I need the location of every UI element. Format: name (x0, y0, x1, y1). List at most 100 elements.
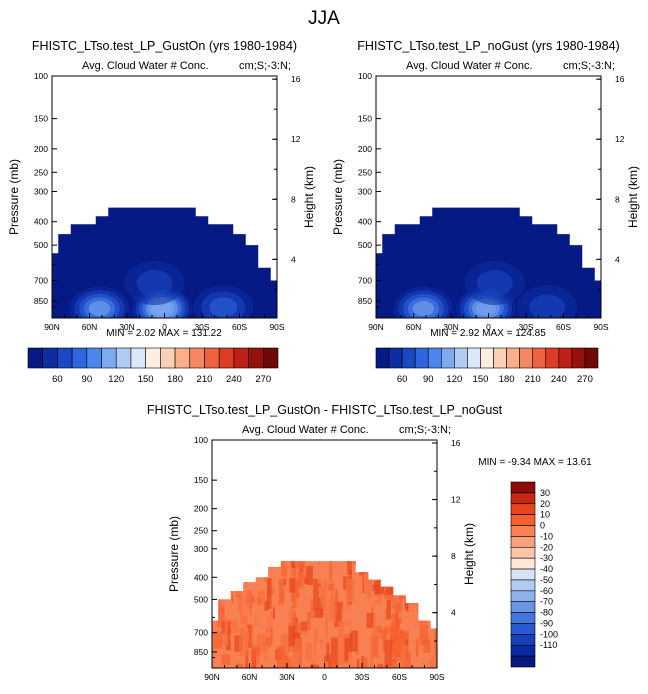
data-cell (264, 566, 268, 575)
data-cell (252, 561, 257, 579)
colorbar-label: 60 (52, 374, 63, 385)
data-cell (326, 531, 334, 552)
data-cell (292, 579, 299, 609)
data-cell (401, 524, 406, 544)
colorbar-swatch (510, 514, 536, 526)
colorbar-swatch (506, 347, 520, 369)
data-cell (324, 613, 328, 644)
data-cell (242, 561, 251, 565)
colorbar-swatch (519, 347, 534, 369)
data-cell (273, 665, 277, 668)
data-cell (349, 537, 353, 555)
data-cell (318, 599, 325, 608)
data-cell (212, 590, 218, 612)
colorbar-label: 270 (255, 374, 271, 385)
colorbar-swatch (510, 525, 536, 537)
data-cell (246, 624, 254, 648)
data-cell (346, 593, 350, 611)
data-cell (297, 542, 302, 555)
data-cell (419, 596, 422, 624)
data-cell (253, 646, 261, 657)
y-tick-label: 100 (358, 71, 372, 81)
data-cell (425, 568, 433, 590)
data-cell (375, 561, 385, 579)
y-tick-label: 700 (194, 628, 208, 638)
y-tick-label: 850 (34, 296, 48, 306)
data-cell (286, 657, 292, 668)
x-tick-label: 60N (242, 672, 258, 682)
colorbar-swatch (174, 347, 191, 369)
y2-tick-label: 12 (451, 495, 461, 505)
data-cell (296, 622, 301, 639)
y2-tick-label: 4 (615, 254, 620, 264)
data-cell (261, 561, 266, 569)
data-cell (222, 632, 227, 639)
colorbar-label: 270 (577, 374, 593, 385)
y2-tick-label: 8 (615, 194, 620, 204)
data-cell (394, 629, 403, 661)
data-cell (385, 627, 390, 634)
data-cell (288, 625, 295, 647)
data-cell (215, 630, 221, 640)
data-cell (272, 607, 275, 620)
data-cell (382, 570, 389, 588)
colorbar-swatch (510, 481, 536, 494)
y2-axis-label: Height (km) (626, 166, 640, 228)
y-tick-label: 400 (194, 572, 208, 582)
data-cell (310, 664, 320, 668)
data-cell (323, 528, 327, 547)
data-cell (234, 635, 243, 652)
y-tick-label: 700 (34, 276, 48, 286)
data-cell (435, 583, 437, 605)
data-cell (347, 561, 352, 575)
colorbar-swatch (414, 347, 429, 369)
colorbar-swatch (440, 347, 455, 369)
colorbar-swatch (86, 347, 102, 369)
data-cell (404, 571, 414, 601)
data-cell (411, 581, 417, 606)
data-cell (422, 525, 430, 556)
colorbar-swatch (375, 347, 390, 369)
data-cell (376, 561, 384, 563)
y-tick-label: 300 (34, 186, 48, 196)
x-tick-label: 90S (429, 672, 444, 682)
data-cell (362, 561, 372, 567)
data-cell (286, 527, 288, 558)
colorbar-label: -60 (540, 586, 553, 596)
data-cell (289, 657, 293, 664)
y2-tick-label: 16 (451, 438, 461, 448)
data-cell (276, 520, 281, 545)
colorbar-swatch (493, 347, 507, 369)
data-cell (408, 561, 411, 573)
data-cell (320, 521, 323, 549)
colorbar-swatch (510, 623, 536, 635)
data-cell (363, 561, 369, 570)
data-cell (237, 592, 245, 612)
data-cell (226, 666, 229, 668)
data-cell (423, 639, 431, 653)
colorbar-label: 180 (499, 374, 515, 385)
data-cell (218, 561, 224, 584)
data-cell (385, 567, 393, 596)
y-tick-label: 100 (34, 71, 48, 81)
colorbar-label: 90 (423, 374, 434, 385)
data-cell (306, 612, 311, 630)
panel-title: FHISTC_LTso.test_LP_GustOn - FHISTC_LTso… (147, 403, 503, 417)
data-cell (340, 547, 342, 558)
data-cell (361, 656, 365, 668)
data-cell (212, 566, 217, 595)
data-cell (231, 530, 234, 544)
data-cell (315, 641, 324, 649)
data-cell (355, 548, 364, 560)
data-cell (318, 586, 321, 598)
data-cell (326, 667, 331, 668)
data-cell (434, 525, 443, 552)
data-cell (232, 527, 237, 551)
data-cell (341, 609, 350, 638)
data-cell (379, 561, 384, 566)
stats-label: MIN = -9.34 MAX = 13.61 (478, 457, 592, 468)
colorbar-label: 210 (525, 374, 541, 385)
data-cell (273, 662, 279, 668)
data-cell (313, 629, 318, 660)
colorbar-label: 240 (551, 374, 567, 385)
